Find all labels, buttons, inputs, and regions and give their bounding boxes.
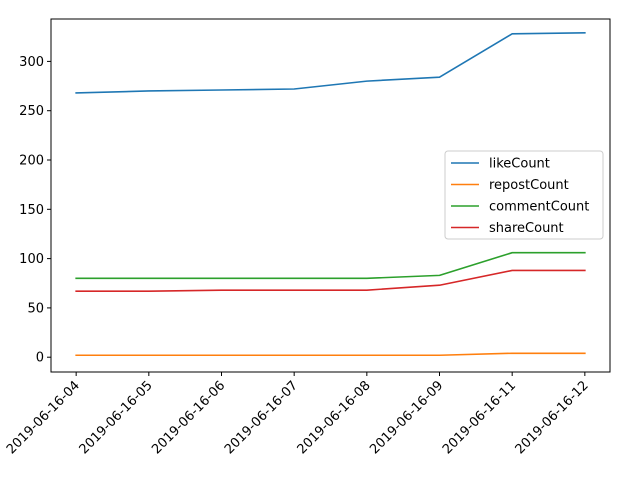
legend: likeCount repostCount commentCount shareCou…	[444, 150, 604, 240]
legend-label-repostCount: repostCount	[489, 178, 569, 193]
series-lines	[75, 31, 586, 357]
legend-label-commentCount: commentCount	[489, 200, 589, 215]
x-tick-label: 2019-06-16-12	[513, 378, 592, 457]
y-tick-label: 150	[19, 203, 44, 218]
series-line-likeCount	[75, 31, 586, 94]
y-tick-label: 200	[19, 154, 44, 169]
x-tick-label: 2019-06-16-06	[149, 378, 228, 457]
x-tick-label: 2019-06-16-08	[295, 378, 374, 457]
plot-frame	[50, 18, 611, 373]
y-tick-label: 300	[19, 55, 44, 70]
series-line-shareCount	[75, 269, 586, 292]
y-tick-label: 100	[19, 252, 44, 267]
legend-box	[444, 150, 604, 240]
x-tick-label: 2019-06-16-05	[77, 378, 156, 457]
legend-label-shareCount: shareCount	[489, 221, 564, 236]
y-tick-label: 250	[19, 104, 44, 119]
x-tick-label: 2019-06-16-07	[222, 378, 301, 457]
series-line-repostCount	[75, 352, 586, 357]
x-tick-label: 2019-06-16-09	[367, 378, 446, 457]
x-tick-label: 2019-06-16-04	[4, 378, 83, 457]
y-tick-label: 50	[27, 301, 44, 316]
series-line-commentCount	[75, 251, 586, 280]
x-tick-label: 2019-06-16-11	[440, 378, 519, 457]
legend-label-likeCount: likeCount	[489, 157, 550, 172]
y-tick-label: 0	[36, 351, 44, 366]
